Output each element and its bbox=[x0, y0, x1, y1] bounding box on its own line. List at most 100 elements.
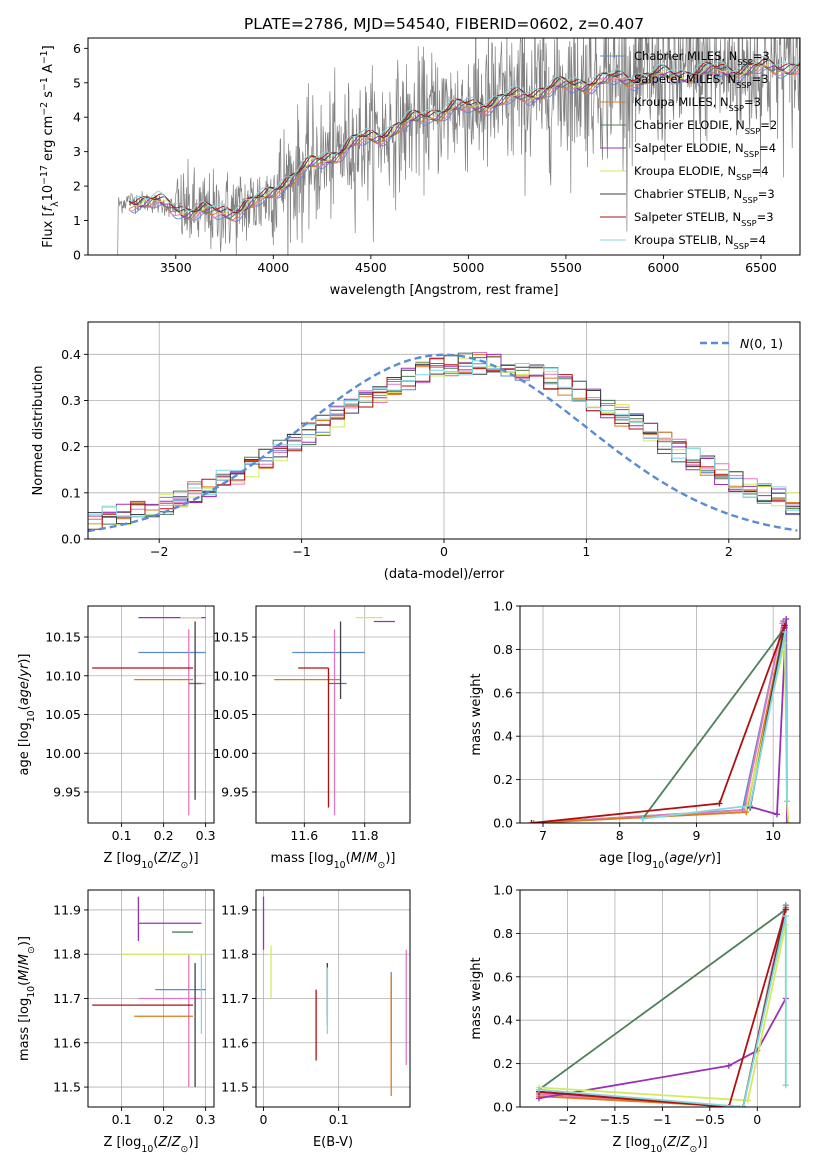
weight-marker bbox=[747, 802, 754, 809]
y-tick-label: 0.3 bbox=[61, 393, 81, 408]
weight-marker bbox=[639, 815, 646, 822]
mass-vs-Z-plot-area bbox=[92, 896, 206, 1088]
age-vs-mass-plot-area bbox=[274, 616, 395, 816]
x-tick-label: 4000 bbox=[257, 260, 289, 275]
error-bar-point bbox=[138, 954, 202, 1088]
x-axis-label: Z [log10(Z/Z⊙)] bbox=[612, 1135, 707, 1155]
model-fit-line bbox=[128, 67, 800, 222]
y-tick-label: 4 bbox=[73, 110, 81, 125]
x-axis-label: E(B-V) bbox=[313, 1135, 353, 1150]
x-tick-label: 0 bbox=[440, 544, 448, 559]
y-tick-label: 1.0 bbox=[493, 599, 513, 614]
legend-entry: Chabrier ELODIE, NSSP=2 bbox=[634, 118, 777, 136]
y-tick-label: 10.05 bbox=[45, 707, 81, 722]
y-tick-label: 0.2 bbox=[61, 439, 81, 454]
y-tick-label: 10.15 bbox=[45, 630, 81, 645]
model-fit-line bbox=[128, 56, 800, 213]
y-axis-label: mass weight bbox=[469, 957, 484, 1039]
y-tick-label: 11.8 bbox=[53, 947, 81, 962]
residuals-plot-area bbox=[88, 352, 800, 533]
y-tick-label: 0.0 bbox=[493, 816, 513, 831]
spectrum-plot-area bbox=[117, 38, 800, 255]
axes-frame bbox=[519, 605, 801, 824]
weight-marker bbox=[716, 800, 723, 807]
y-tick-label: 11.5 bbox=[221, 1080, 249, 1095]
legend-entry: N(0, 1) bbox=[740, 336, 783, 351]
y-tick-label: 9.95 bbox=[53, 785, 81, 800]
x-tick-label: 7 bbox=[539, 828, 547, 843]
y-tick-label: 10.05 bbox=[213, 707, 249, 722]
mass-vs-ebv-panel: 0 0.1 11.5 11.6 11.7 11.8 11.9 E(B-V) bbox=[221, 889, 411, 1150]
x-tick-label: 3500 bbox=[160, 260, 192, 275]
legend-entry: Kroupa STELIB, NSSP=4 bbox=[634, 233, 766, 251]
x-tick-label: 0.3 bbox=[196, 1112, 216, 1127]
axes-frame bbox=[519, 889, 801, 1108]
weight-series bbox=[535, 913, 789, 1107]
weight-marker bbox=[782, 1082, 789, 1089]
legend-entry: Salpeter MILES, NSSP=3 bbox=[634, 72, 769, 90]
weight-marker bbox=[783, 616, 790, 623]
weight-marker bbox=[782, 906, 789, 913]
weight-marker bbox=[783, 798, 790, 805]
figure-title: PLATE=2786, MJD=54540, FIBERID=0602, z=0… bbox=[244, 15, 644, 33]
weight-marker bbox=[782, 629, 789, 636]
y-tick-label: 11.5 bbox=[53, 1080, 81, 1095]
legend-entry: Chabrier MILES, NSSP=3 bbox=[634, 49, 770, 67]
y-tick-label: 5 bbox=[73, 75, 81, 90]
y-tick-label: 6 bbox=[73, 41, 81, 56]
age-vs-Z-panel: 0.1 0.2 0.3 9.95 10.00 10.05 10.10 10.15 Z [log1… bbox=[17, 605, 216, 871]
x-tick-label: 10 bbox=[765, 828, 781, 843]
x-tick-label: 4500 bbox=[355, 260, 387, 275]
residual-histogram bbox=[88, 360, 800, 517]
x-tick-label: −0.5 bbox=[695, 1112, 725, 1127]
y-tick-label: 1 bbox=[73, 213, 81, 228]
weight-marker bbox=[535, 1095, 542, 1102]
weight-vs-age-plot-area bbox=[528, 616, 792, 823]
mass-vs-Z-panel: 0.1 0.2 0.3 11.5 11.6 11.7 11.8 11.9 Z [log10(Z/… bbox=[17, 889, 216, 1155]
y-tick-label: 0.0 bbox=[493, 1100, 513, 1115]
x-tick-label: 11.6 bbox=[290, 828, 318, 843]
y-tick-label: 10.15 bbox=[213, 630, 249, 645]
y-tick-label: 0.4 bbox=[61, 347, 81, 362]
y-tick-label: 11.6 bbox=[221, 1035, 249, 1050]
weight-marker bbox=[535, 1086, 542, 1093]
x-tick-label: 0.2 bbox=[154, 828, 174, 843]
y-tick-label: 0.6 bbox=[493, 969, 513, 984]
x-tick-label: 0.3 bbox=[196, 828, 216, 843]
y-tick-label: 11.7 bbox=[221, 991, 249, 1006]
error-bar-point bbox=[137, 896, 202, 941]
y-tick-label: 0.2 bbox=[493, 772, 513, 787]
y-tick-label: 11.6 bbox=[53, 1035, 81, 1050]
weight-marker bbox=[528, 820, 535, 823]
x-tick-label: 0.1 bbox=[112, 1112, 132, 1127]
mass-vs-ebv-plot-area bbox=[262, 896, 407, 1096]
weight-vs-age-panel: 7 8 9 10 0.0 0.2 0.4 0.6 0.8 1.0 age [log10(age/yr… bbox=[469, 599, 801, 871]
x-tick-label: 2 bbox=[725, 544, 733, 559]
x-tick-label: 11.8 bbox=[351, 828, 379, 843]
legend-entry: Salpeter STELIB, NSSP=3 bbox=[634, 210, 774, 228]
x-tick-label: 0 bbox=[753, 1112, 761, 1127]
x-tick-label: 0.2 bbox=[154, 1112, 174, 1127]
y-axis-label: Flux [fλ10−17 erg cm−2 s−1 A−1] bbox=[39, 45, 61, 247]
age-vs-Z-plot-area bbox=[92, 616, 206, 816]
y-tick-label: 0.4 bbox=[493, 1013, 513, 1028]
x-axis-label: wavelength [Angstrom, rest frame] bbox=[330, 283, 559, 298]
normal-reference-curve bbox=[88, 353, 798, 533]
legend-entry: Salpeter ELODIE, NSSP=4 bbox=[634, 141, 776, 159]
residuals-legend: N(0, 1) bbox=[700, 336, 783, 351]
spectrum-panel: 3500 4000 4500 5000 5500 6000 6500 0 1 2 3 4 5 6 wavel… bbox=[39, 37, 801, 298]
legend-entry: Chabrier STELIB, NSSP=3 bbox=[634, 187, 775, 205]
weight-series bbox=[639, 629, 790, 822]
weight-marker bbox=[785, 820, 792, 823]
legend-entry: Kroupa MILES, NSSP=3 bbox=[634, 95, 761, 113]
y-tick-label: 9.95 bbox=[221, 785, 249, 800]
x-tick-label: −1 bbox=[292, 544, 310, 559]
weight-vs-Z-plot-area bbox=[535, 902, 789, 1107]
weight-vs-Z-panel: −2 −1.5 −1 −0.5 0 0.0 0.2 0.4 0.6 0.8 1.0 Z [log10(… bbox=[469, 883, 801, 1155]
y-tick-label: 11.9 bbox=[221, 902, 249, 917]
weight-marker bbox=[773, 811, 780, 818]
x-tick-label: 0.1 bbox=[112, 828, 132, 843]
y-tick-label: 10.00 bbox=[45, 746, 81, 761]
residual-histogram bbox=[88, 358, 800, 530]
